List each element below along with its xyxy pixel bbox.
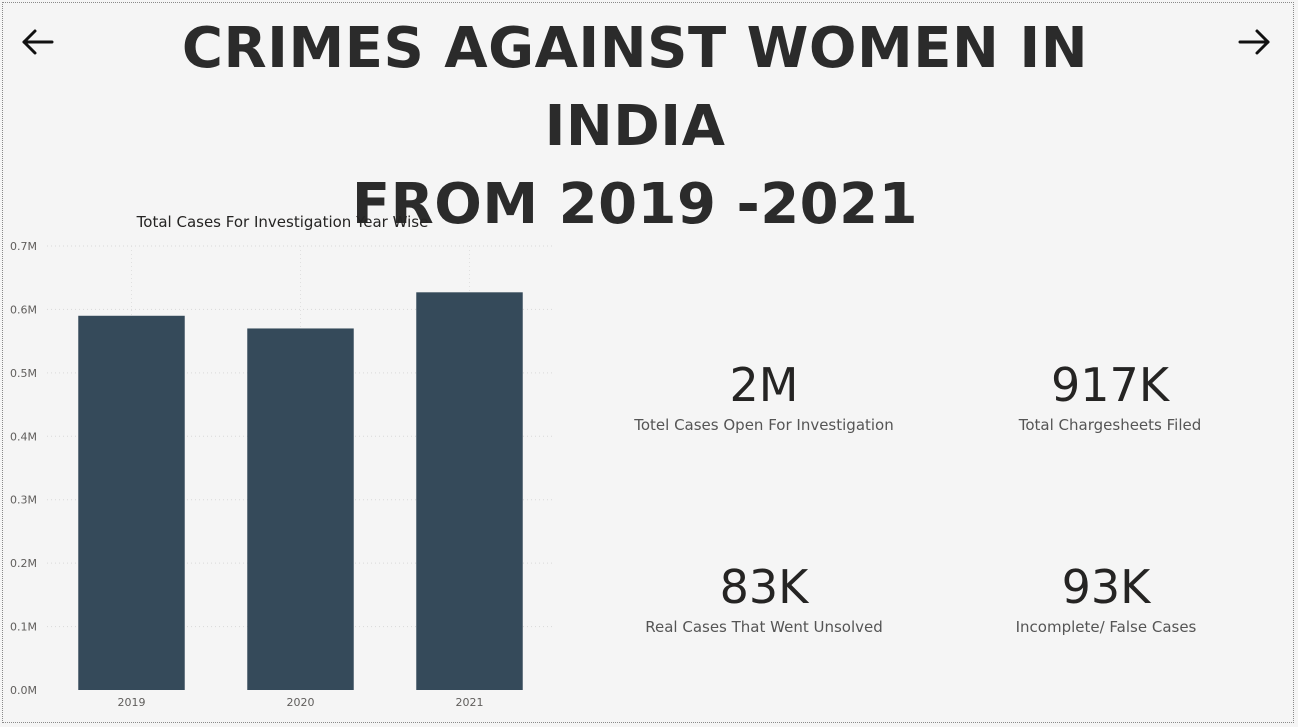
arrow-right-icon (1238, 29, 1270, 55)
y-tick-label: 0.4M (10, 430, 37, 443)
kpi-label: Incomplete/ False Cases (1015, 618, 1197, 636)
kpi-label: Real Cases That Went Unsolved (645, 618, 883, 636)
kpi-card-false-cases[interactable]: 93K Incomplete/ False Cases (946, 560, 1266, 636)
y-tick-label: 0.1M (10, 621, 37, 634)
kpi-card-chargesheets[interactable]: 917K Total Chargesheets Filed (950, 358, 1270, 434)
chart-title: Total Cases For Investigation Year Wise (136, 213, 429, 231)
page-title-line-2: FROM 2019 -2021 (351, 172, 919, 237)
page-title: CRIMES AGAINST WOMEN IN INDIA FROM 2019 … (100, 10, 1170, 244)
back-arrow-button[interactable] (18, 22, 58, 62)
kpi-value: 93K (1061, 560, 1151, 614)
y-tick-label: 0.6M (10, 303, 37, 316)
y-tick-label: 0.7M (10, 240, 37, 253)
kpi-value: 2M (729, 358, 799, 412)
kpi-label: Totel Cases Open For Investigation (634, 416, 894, 434)
next-arrow-button[interactable] (1234, 22, 1274, 62)
bar-2021[interactable] (416, 292, 523, 690)
bar-2020[interactable] (247, 328, 354, 690)
y-tick-label: 0.3M (10, 494, 37, 507)
y-tick-label: 0.5M (10, 367, 37, 380)
x-tick-label: 2019 (118, 696, 146, 709)
y-tick-label: 0.0M (10, 684, 37, 697)
x-tick-label: 2021 (456, 696, 484, 709)
bar-chart[interactable]: 0.0M 0.1M 0.2M 0.3M 0.4M 0.5M 0.6M 0.7M 2019 2020… (0, 232, 570, 717)
kpi-label: Total Chargesheets Filed (1018, 416, 1202, 434)
kpi-card-unsolved[interactable]: 83K Real Cases That Went Unsolved (604, 560, 924, 636)
arrow-left-icon (22, 29, 54, 55)
kpi-card-open-cases[interactable]: 2M Totel Cases Open For Investigation (604, 358, 924, 434)
x-tick-label: 2020 (287, 696, 315, 709)
page-title-line-1: CRIMES AGAINST WOMEN IN INDIA (181, 16, 1089, 159)
y-tick-label: 0.2M (10, 557, 37, 570)
kpi-value: 917K (1051, 358, 1169, 412)
kpi-value: 83K (719, 560, 809, 614)
bar-2019[interactable] (78, 315, 185, 690)
